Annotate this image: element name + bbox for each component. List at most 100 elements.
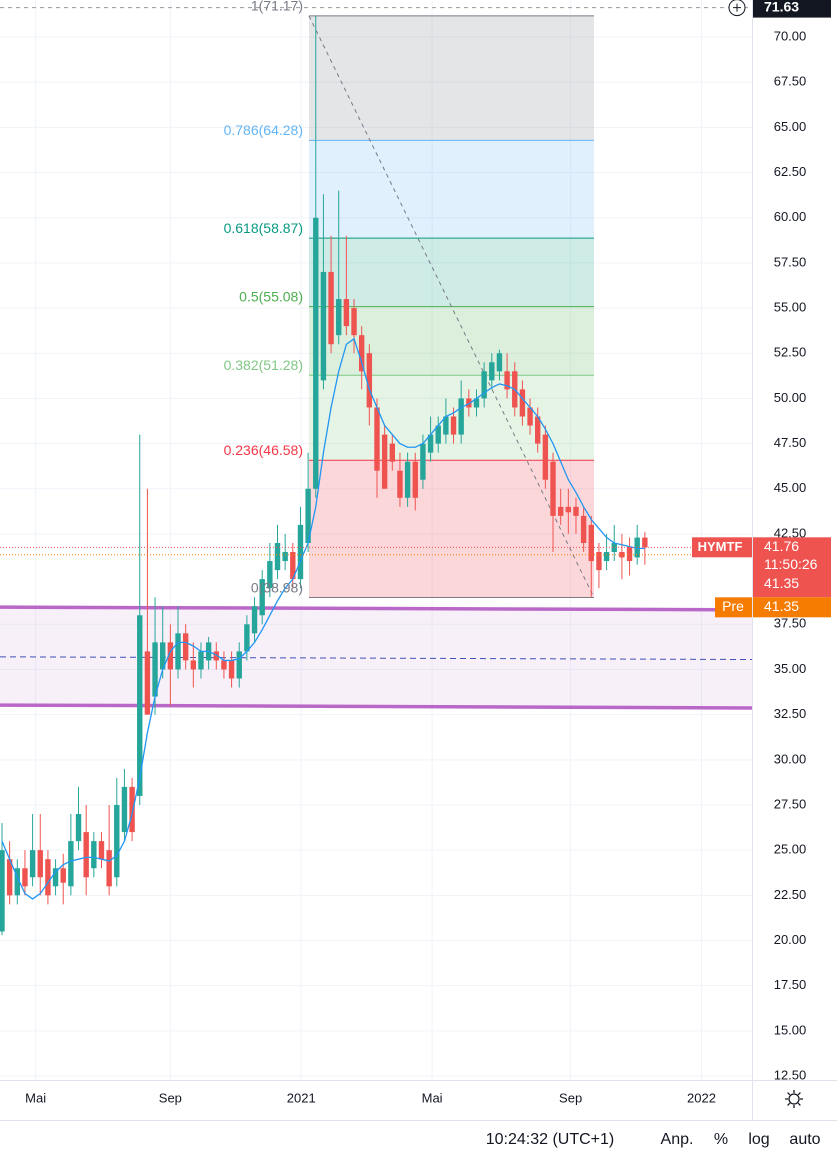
candle-body [14,868,20,896]
y-tick-label: 70.00 [774,28,807,43]
fib-label: 0.786(64.28) [224,122,303,138]
candle-body [351,308,357,336]
crosshair-label: 71.63 [764,0,799,14]
pre-name: Pre [722,598,744,614]
fib-label: 0.5(55.08) [239,288,303,304]
candle-body [83,832,89,878]
candle-body [6,859,13,896]
candle-body [267,561,273,589]
y-tick-label: 55.00 [774,300,807,315]
gear-teeth [785,1090,803,1108]
fib-band [309,460,594,598]
candle-body [274,542,281,571]
y-tick-label: 60.00 [774,209,807,224]
candle-body [320,271,327,381]
candle-body [282,552,288,562]
candle-body [167,642,174,670]
candle-body [527,407,533,426]
candle-body [481,371,487,399]
fib-label: 1(71.17) [251,0,303,14]
candle-body [213,651,219,661]
candle-body [397,470,403,498]
candle-body [473,398,480,408]
y-tick-label: 30.00 [774,751,807,766]
candle-body [611,542,617,553]
candle-body [443,416,449,435]
candle-body [313,217,319,489]
gear-body [788,1093,800,1105]
x-tick-label: Sep [159,1090,182,1105]
candle-body [626,546,633,562]
candle-body [634,537,640,558]
fib-label: 0.236(46.58) [224,442,303,458]
percent-button[interactable]: % [714,1131,728,1148]
front-layer: 12.50 15.00 17.50 20.00 22.50 25.00 27.50 30.00… [25,0,831,1105]
candle-body [305,488,311,543]
log-button[interactable]: log [748,1131,769,1148]
adjust-button[interactable]: Anp. [661,1131,694,1148]
candle-body [374,407,380,471]
auto-button[interactable]: auto [789,1131,820,1148]
candle-body [236,651,242,679]
fib-label: 0(38.98) [251,579,303,595]
candle-body [557,506,564,516]
clock: 10:24:32 (UTC+1) [486,1131,615,1148]
zone-top [0,605,753,612]
candle-body [75,814,82,842]
y-tick-label: 15.00 [774,1022,807,1037]
pre-price-label: 41.35 [764,598,799,614]
candle-body [381,434,388,489]
zone-mid [0,656,753,661]
zone-bottom [0,703,753,710]
candle-body [144,651,151,715]
fib-trend [308,15,595,598]
close-price-label: 41.35 [764,575,799,591]
fib-band [309,15,594,141]
zone-fill [0,607,752,708]
x-tick-label: Mai [422,1090,443,1105]
candle-body [22,868,28,887]
candle-body [52,868,59,887]
y-tick-label: 25.00 [774,842,807,857]
candle-body [137,615,143,796]
x-tick-label: 2021 [287,1090,316,1105]
candle-body [198,651,204,670]
candle-body [642,537,648,548]
fib-band [309,140,594,239]
candle-body [0,850,5,932]
back-layer [0,0,752,1080]
candle-body [106,850,112,887]
settings-icon[interactable] [785,1090,803,1108]
candle-body [489,362,495,381]
y-tick-label: 52.50 [774,345,807,360]
candle-body [580,515,587,543]
y-tick-label: 50.00 [774,390,807,405]
y-tick-label: 42.50 [774,525,807,540]
candle-body [573,506,579,516]
crosshair-tag [753,0,831,18]
candle-body [336,299,342,336]
y-tick-label: 65.00 [774,119,807,134]
candle-body [290,552,296,580]
candle-body [244,624,250,652]
candle-body [251,606,258,634]
countdown-label: 11:50:26 [764,556,818,572]
candle-body [588,524,594,562]
y-tick-label: 45.00 [774,480,807,495]
candle-body [389,443,396,462]
candle-body [152,642,158,697]
candle-body [358,335,365,372]
candle-body [404,461,411,498]
y-tick-label: 32.50 [774,706,807,721]
y-tick-label: 12.50 [774,1067,807,1082]
last-price-label: 41.76 [764,538,799,554]
y-tick-label: 22.50 [774,887,807,902]
candle-body [68,841,74,887]
candle-body [37,850,43,878]
fib-label: 0.382(51.28) [224,357,303,373]
y-tick-label: 20.00 [774,932,807,947]
x-tick-label: Mai [25,1090,46,1105]
y-tick-label: 37.50 [774,616,807,631]
y-tick-label: 57.50 [774,254,807,269]
